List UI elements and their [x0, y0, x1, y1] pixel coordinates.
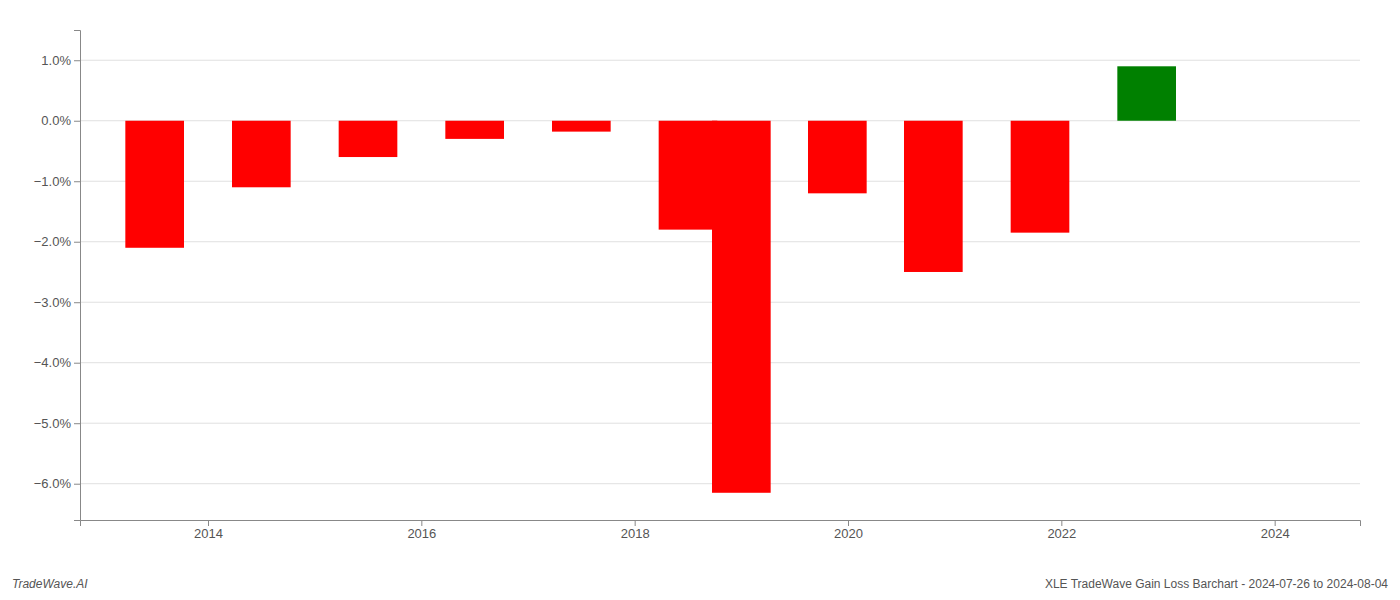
- x-tick: 2022: [1047, 520, 1076, 541]
- x-tick: 2016: [407, 520, 436, 541]
- bar: [808, 121, 867, 194]
- x-tick-mark: [1275, 520, 1276, 526]
- y-tick-mark: [74, 181, 80, 182]
- x-tick: 2014: [194, 520, 223, 541]
- x-tick-label: 2022: [1047, 526, 1076, 541]
- y-tick-label: −1.0%: [34, 174, 72, 189]
- y-tick: −6.0%: [34, 476, 80, 491]
- x-tick-mark: [635, 520, 636, 526]
- x-tick-mark: [1061, 520, 1062, 526]
- bar: [1011, 121, 1070, 233]
- y-tick: 1.0%: [41, 53, 80, 68]
- y-tick-label: −4.0%: [34, 355, 72, 370]
- x-tick-label: 2014: [194, 526, 223, 541]
- y-tick-mark: [74, 302, 80, 303]
- y-tick-label: −5.0%: [34, 416, 72, 431]
- y-axis-line: [74, 31, 81, 521]
- x-tick-mark: [208, 520, 209, 526]
- bars: [125, 66, 1176, 492]
- y-tick: −2.0%: [34, 234, 80, 249]
- y-tick: −3.0%: [34, 295, 80, 310]
- x-tick-mark: [848, 520, 849, 526]
- bar: [712, 121, 771, 493]
- y-tick: 0.0%: [41, 113, 80, 128]
- y-tick-label: −2.0%: [34, 234, 72, 249]
- bar: [232, 121, 291, 188]
- bar: [339, 121, 398, 157]
- x-axis-line: [81, 521, 1361, 527]
- grid-line: [80, 60, 1360, 61]
- y-tick-mark: [74, 423, 80, 424]
- x-tick-mark: [421, 520, 422, 526]
- x-tick: 2018: [621, 520, 650, 541]
- y-axis: 1.0% 0.0% −1.0% −2.0% −3.0% −4.0% −5.0% −6.0%: [34, 31, 81, 521]
- x-tick-label: 2024: [1261, 526, 1290, 541]
- chart: 1.0% 0.0% −1.0% −2.0% −3.0% −4.0% −5.0% −6.0% 20…: [0, 0, 1400, 600]
- y-tick: −5.0%: [34, 416, 80, 431]
- x-tick-label: 2020: [834, 526, 863, 541]
- x-tick: 2020: [834, 520, 863, 541]
- plot: 1.0% 0.0% −1.0% −2.0% −3.0% −4.0% −5.0% −6.0% 20…: [34, 31, 1361, 542]
- y-tick: −1.0%: [34, 174, 80, 189]
- bar: [659, 121, 718, 230]
- x-axis: 2014 2016 2018 2020 2022 2024: [81, 520, 1361, 541]
- bar: [552, 121, 611, 132]
- bar: [904, 121, 963, 272]
- x-tick: 2024: [1261, 520, 1290, 541]
- y-tick-mark: [74, 121, 80, 122]
- y-tick-mark: [74, 60, 80, 61]
- x-tick-label: 2016: [407, 526, 436, 541]
- y-tick-label: −6.0%: [34, 476, 72, 491]
- bar: [445, 121, 504, 139]
- bar: [1117, 66, 1176, 120]
- y-tick-label: 1.0%: [41, 53, 71, 68]
- y-tick-mark: [74, 484, 80, 485]
- y-tick: −4.0%: [34, 355, 80, 370]
- y-tick-label: −3.0%: [34, 295, 72, 310]
- y-tick-mark: [74, 363, 80, 364]
- y-tick-mark: [74, 242, 80, 243]
- y-tick-label: 0.0%: [41, 113, 71, 128]
- footer-right: XLE TradeWave Gain Loss Barchart - 2024-…: [1045, 577, 1388, 591]
- x-tick-label: 2018: [621, 526, 650, 541]
- bar: [125, 121, 184, 248]
- footer-left: TradeWave.AI: [12, 577, 88, 591]
